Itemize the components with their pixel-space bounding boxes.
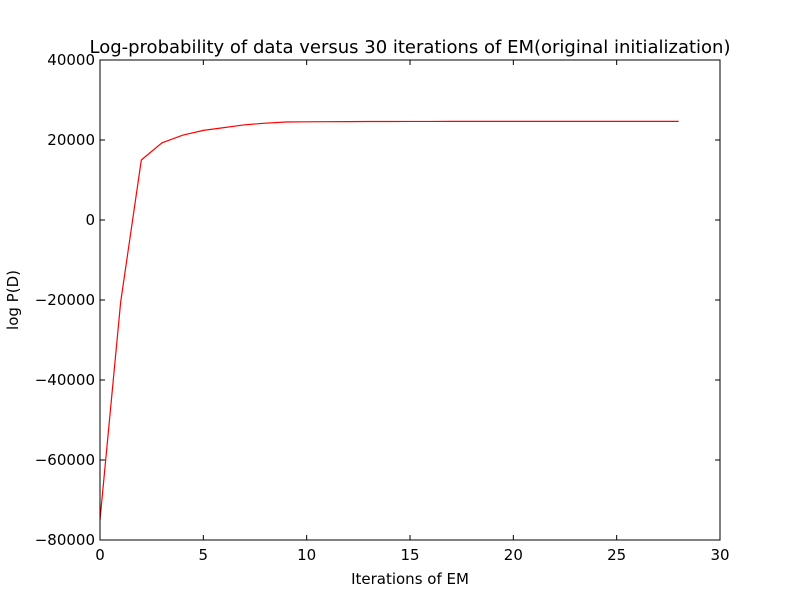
series-line-0	[99, 120, 679, 521]
x-tick-label: 5	[199, 546, 209, 564]
y-axis-label: log P(D)	[4, 270, 22, 330]
y-tick-label: 0	[85, 211, 95, 229]
plot-frame	[99, 59, 721, 541]
x-tick-label: 25	[607, 546, 626, 564]
x-axis-label: Iterations of EM	[351, 570, 469, 588]
y-tick-label: −20000	[35, 291, 95, 309]
x-tick-label: 0	[95, 546, 105, 564]
y-tick-label: 20000	[47, 131, 95, 149]
x-tick-label: 30	[710, 546, 729, 564]
y-tick-label: −40000	[35, 371, 95, 389]
y-tick-label: −60000	[35, 451, 95, 469]
plot-area	[99, 120, 679, 521]
y-tick-label: 40000	[47, 51, 95, 69]
x-tick-label: 15	[400, 546, 419, 564]
y-tick-label: −80000	[35, 531, 95, 549]
x-tick-label: 10	[297, 546, 316, 564]
x-tick-label: 20	[504, 546, 523, 564]
chart-title: Log-probability of data versus 30 iterat…	[89, 37, 730, 58]
axis-ticks: 0 5 10 15 20 25 30 −80000 −60000 −40000 −20000 0 200…	[35, 51, 730, 564]
